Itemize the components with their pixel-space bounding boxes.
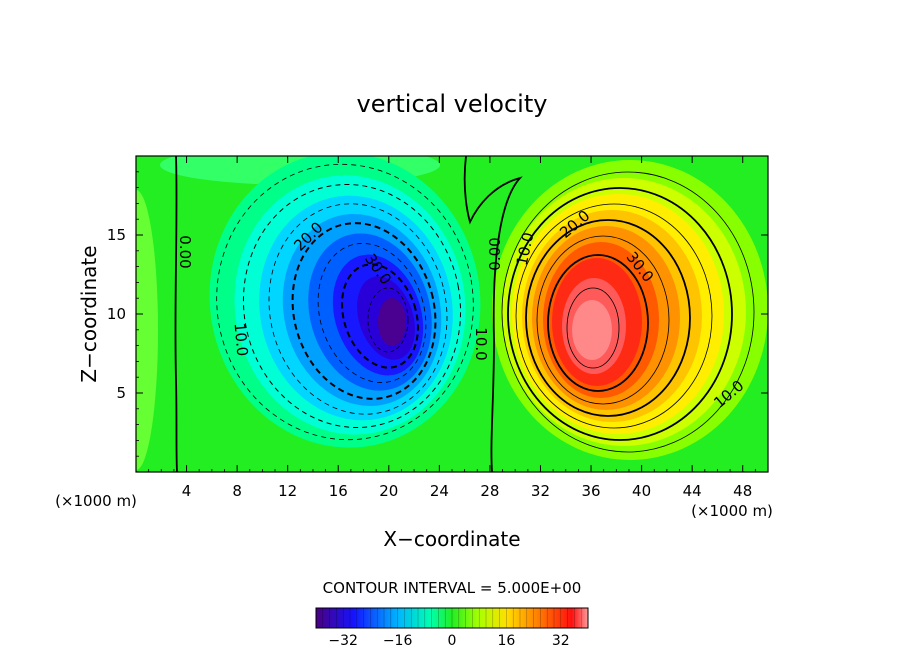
x-axis-ticks: 4 8 12 16 20 24 28 32 36 40 44 48 bbox=[148, 156, 756, 500]
y-axis-label: Z−coordinate bbox=[77, 245, 101, 382]
x-tick-label: 4 bbox=[182, 482, 192, 500]
x-tick-label: 24 bbox=[430, 482, 449, 500]
y-tick-label: 15 bbox=[107, 226, 126, 244]
colorbar-tick-label: 16 bbox=[497, 633, 515, 649]
plot-area: 0.00 10.0 20.0 30.0 0.00 10.0 10.0 20.0 … bbox=[136, 156, 768, 472]
contour-pos-15 bbox=[515, 203, 713, 429]
x-tick-label: 32 bbox=[531, 482, 550, 500]
x-tick-label: 40 bbox=[632, 482, 651, 500]
contour-pos-5 bbox=[501, 171, 755, 453]
contour-pos-30 bbox=[547, 254, 649, 392]
x-axis-label: X−coordinate bbox=[383, 527, 520, 551]
x-tick-label: 36 bbox=[581, 482, 600, 500]
contour-pos-25 bbox=[536, 235, 670, 405]
contour-neg-5 bbox=[216, 163, 474, 441]
y-axis-ticks: 5 10 15 bbox=[107, 171, 768, 457]
colorbar-ticks: −32 −16 0 16 32 bbox=[328, 633, 569, 649]
x-tick-label: 28 bbox=[480, 482, 499, 500]
x-tick-label: 12 bbox=[278, 482, 297, 500]
colorbar-tick-label: 0 bbox=[448, 633, 457, 649]
contour-zero-mid bbox=[463, 156, 523, 472]
contour-lines bbox=[174, 156, 755, 472]
contour-neg-25 bbox=[317, 243, 427, 383]
colorbar-tick-label: −16 bbox=[383, 633, 413, 649]
contour-label: 0.00 bbox=[176, 235, 194, 268]
x-unit-label-right: (×1000 m) bbox=[691, 502, 773, 520]
contour-label: 10.0 bbox=[472, 327, 490, 360]
shading-layers bbox=[136, 156, 768, 470]
colorbar-tick-label: 32 bbox=[552, 633, 570, 649]
contour-zero-left bbox=[174, 156, 178, 472]
colorbar-segments bbox=[322, 608, 582, 628]
colorbar-tick-label: −32 bbox=[328, 633, 358, 649]
x-tick-label: 20 bbox=[379, 482, 398, 500]
left-edge-band bbox=[136, 190, 158, 470]
y-tick-label: 10 bbox=[107, 305, 126, 323]
up-layer-9 bbox=[572, 300, 612, 360]
contour-interval-text: CONTOUR INTERVAL = 5.000E+00 bbox=[323, 579, 582, 597]
x-tick-label: 44 bbox=[683, 482, 702, 500]
contour-neg-15 bbox=[268, 203, 448, 415]
x-tick-label: 8 bbox=[232, 482, 242, 500]
chart-title: vertical velocity bbox=[357, 90, 548, 118]
contour-label: 10.0 bbox=[231, 322, 252, 357]
x-unit-label-left: (×1000 m) bbox=[55, 492, 137, 510]
x-tick-label: 16 bbox=[329, 482, 348, 500]
colorbar: −32 −16 0 16 32 bbox=[315, 607, 589, 649]
contour-pos-20 bbox=[525, 219, 691, 417]
contour-neg-35 bbox=[367, 287, 409, 353]
contour-neg-10 bbox=[242, 183, 462, 429]
contour-neg-30 bbox=[341, 263, 419, 369]
contour-neg-20 bbox=[291, 222, 437, 400]
x-tick-label: 48 bbox=[733, 482, 752, 500]
contour-pos-35 bbox=[566, 287, 620, 369]
contour-pos-10 bbox=[507, 187, 733, 441]
contour-label: 0.00 bbox=[486, 237, 504, 270]
down-layer-8 bbox=[378, 298, 406, 346]
y-tick-label: 5 bbox=[116, 384, 126, 402]
